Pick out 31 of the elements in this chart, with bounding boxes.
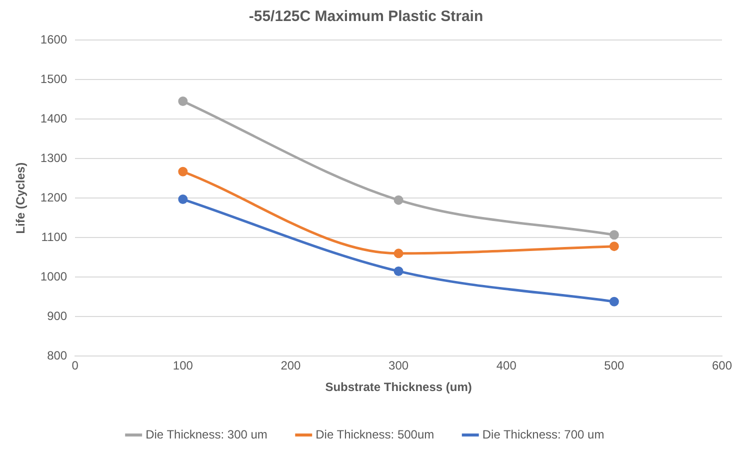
y-tick-label: 1200 (40, 190, 68, 204)
x-tick-label: 200 (280, 358, 302, 373)
point (394, 248, 404, 258)
x-tick-label: 0 (72, 358, 79, 373)
y-tick-label: 1100 (41, 230, 68, 244)
x-axis-title: Substrate Thickness (um) (325, 380, 472, 394)
y-tick-label: 1000 (40, 269, 68, 284)
y-tick-label: 900 (47, 308, 68, 323)
y-tick-label: 1500 (40, 72, 68, 86)
y-axis-title: Life (Cycles) (14, 162, 28, 234)
point (609, 242, 619, 252)
x-tick-label: 600 (712, 358, 732, 373)
y-tick-label: 1600 (40, 32, 68, 46)
y-tick-label: 1300 (40, 150, 68, 165)
legend-label: Die Thickness: 500um (316, 427, 434, 442)
point (609, 296, 619, 306)
x-tick-label: 500 (604, 358, 625, 373)
y-tick-label: 800 (47, 348, 68, 363)
y-tick-label: 1400 (40, 111, 68, 126)
x-tick-label: 300 (388, 358, 409, 373)
point (394, 266, 404, 276)
legend-label: Die Thickness: 700 um (482, 427, 604, 442)
point (178, 96, 188, 106)
legend-label: Die Thickness: 300 um (146, 427, 268, 442)
point (394, 195, 404, 205)
chart-title: -55/125C Maximum Plastic Strain (248, 8, 484, 26)
point (178, 194, 188, 204)
x-tick-label: 400 (496, 358, 517, 373)
point (609, 230, 619, 240)
x-tick-label: 100 (172, 358, 194, 373)
point (178, 166, 188, 176)
